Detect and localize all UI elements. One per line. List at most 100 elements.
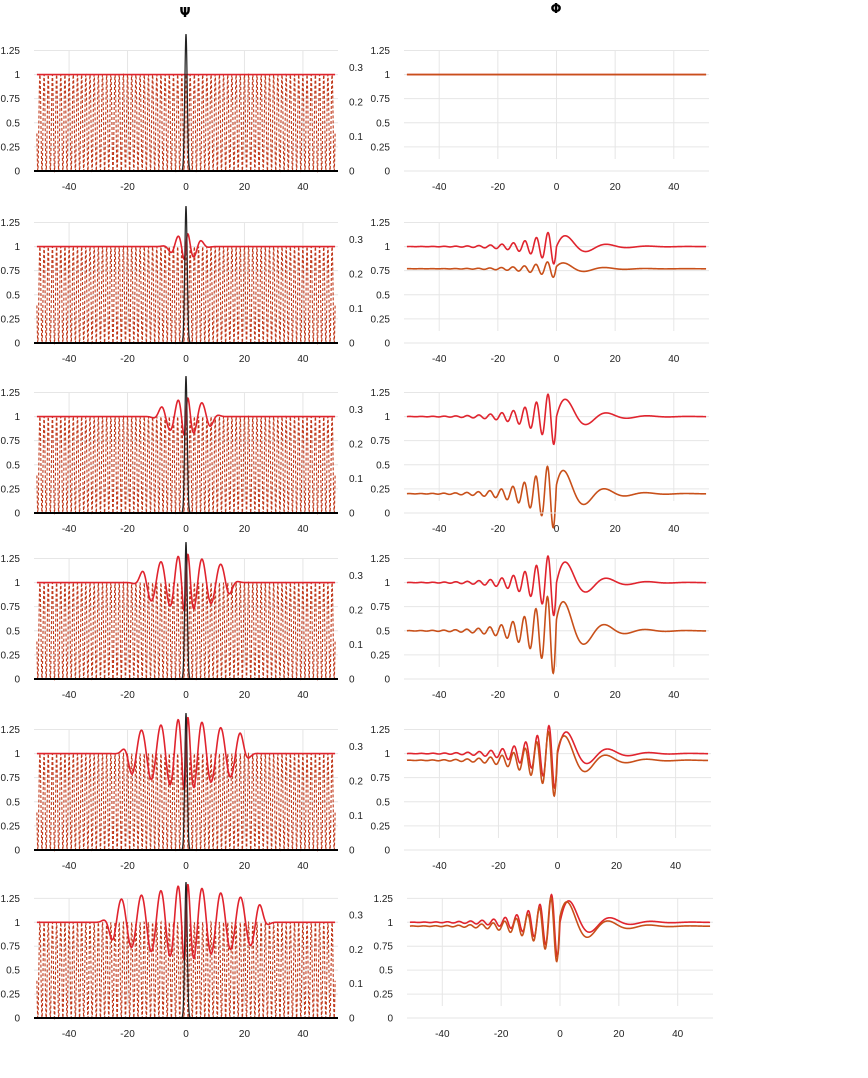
psi-y-tick-label: 1.25 xyxy=(1,46,21,57)
phi-x-tick-label: 0 xyxy=(554,524,560,535)
psi-y2-tick-label: 0.2 xyxy=(349,439,363,450)
psi-y-tick-label: 0.5 xyxy=(6,966,20,977)
psi-x-tick-label: 20 xyxy=(239,1029,251,1040)
phi-series-2-line xyxy=(406,595,707,675)
phi-x-tick-label: -20 xyxy=(494,1029,509,1040)
phi-panel-1: -40 -20 0 20 40 0 0.25 0.5 0.75 1 1.25 xyxy=(371,218,709,365)
phi-x-tick-label: 40 xyxy=(668,354,680,365)
psi-y2-tick-label: 0.1 xyxy=(349,640,363,651)
phi-y-tick-label: 0.25 xyxy=(371,821,391,832)
phi-x-tick-label: -40 xyxy=(432,182,447,193)
psi-y2-tick-label: 0.3 xyxy=(349,235,363,246)
phi-y-tick-label: 0.5 xyxy=(376,290,390,301)
psi-y-tick-label: 0 xyxy=(14,167,20,178)
psi-x-tick-label: 0 xyxy=(183,1029,189,1040)
psi-y-tick-label: 0.75 xyxy=(1,266,21,277)
psi-envelope-line xyxy=(36,716,336,791)
psi-y-tick-label: 0.25 xyxy=(1,990,21,1001)
phi-x-tick-label: 40 xyxy=(668,182,680,193)
psi-x-tick-label: -20 xyxy=(120,1029,135,1040)
psi-y-tick-label: 1 xyxy=(14,918,20,929)
phi-x-tick-label: -40 xyxy=(435,1029,450,1040)
psi-y2-tick-label: 0.2 xyxy=(349,945,363,956)
psi-y-tick-label: 1 xyxy=(14,242,20,253)
psi-y2-tick-label: 0 xyxy=(349,846,355,857)
psi-x-tick-label: 40 xyxy=(297,1029,309,1040)
phi-y-tick-label: 1 xyxy=(384,749,390,760)
phi-x-tick-label: 40 xyxy=(668,690,680,701)
psi-y-tick-label: 0.75 xyxy=(1,773,21,784)
psi-y-tick-label: 1.25 xyxy=(1,894,21,905)
psi-density-dashed-line xyxy=(36,920,336,1020)
phi-y-tick-label: 0 xyxy=(384,509,390,520)
psi-envelope-line xyxy=(36,883,336,961)
phi-y-tick-label: 0.25 xyxy=(371,314,391,325)
phi-x-tick-label: 20 xyxy=(610,182,622,193)
psi-x-tick-label: 20 xyxy=(239,182,251,193)
psi-panel-2: -40 -20 0 20 40 0 0.25 0.5 0.75 1 1.25 0 0.1 0.2 0.3 xyxy=(1,375,363,535)
psi-y-tick-label: 0.5 xyxy=(6,460,20,471)
phi-x-tick-label: 0 xyxy=(555,861,561,872)
phi-series-2-line xyxy=(406,730,709,798)
phi-column-title: Φ xyxy=(550,2,561,17)
psi-y-tick-label: 0.5 xyxy=(6,626,20,637)
psi-x-tick-label: 40 xyxy=(297,524,309,535)
psi-panel-1: -40 -20 0 20 40 0 0.25 0.5 0.75 1 1.25 0 0.1 0.2 0.3 xyxy=(1,205,363,365)
phi-y-tick-label: 0.5 xyxy=(376,118,390,129)
psi-y-tick-label: 0 xyxy=(14,339,20,350)
psi-y-tick-label: 1.25 xyxy=(1,725,21,736)
psi-y2-tick-label: 0.1 xyxy=(349,474,363,485)
phi-y-tick-label: 0.25 xyxy=(371,484,391,495)
phi-series-2-line xyxy=(406,465,707,529)
psi-y2-tick-label: 0.2 xyxy=(349,97,363,108)
psi-density-dashed-line xyxy=(36,752,336,853)
phi-y-tick-label: 0.75 xyxy=(374,942,394,953)
psi-y-tick-label: 0.5 xyxy=(6,290,20,301)
psi-y2-tick-label: 0.3 xyxy=(349,63,363,74)
psi-y2-tick-label: 0.1 xyxy=(349,811,363,822)
psi-y-tick-label: 0.25 xyxy=(1,142,21,153)
psi-x-tick-label: -20 xyxy=(120,861,135,872)
phi-panel-4: -40 -20 0 20 40 0 0.25 0.5 0.75 1 1.25 xyxy=(371,724,711,872)
phi-y-tick-label: 0.75 xyxy=(371,773,391,784)
psi-y2-tick-label: 0.2 xyxy=(349,269,363,280)
phi-x-tick-label: -40 xyxy=(432,524,447,535)
psi-x-tick-label: 0 xyxy=(183,354,189,365)
psi-x-tick-label: 0 xyxy=(183,861,189,872)
psi-y2-tick-label: 0.3 xyxy=(349,571,363,582)
phi-y-tick-label: 0 xyxy=(387,1014,393,1025)
phi-y-tick-label: 0.25 xyxy=(371,650,391,661)
psi-x-tick-label: -40 xyxy=(62,861,77,872)
phi-y-tick-label: 0.5 xyxy=(379,966,393,977)
phi-x-tick-label: 20 xyxy=(613,1029,625,1040)
phi-y-tick-label: 0.75 xyxy=(371,602,391,613)
psi-y-tick-label: 0.5 xyxy=(6,797,20,808)
psi-y-tick-label: 0.75 xyxy=(1,942,21,953)
phi-x-tick-label: -20 xyxy=(491,861,506,872)
psi-y-tick-label: 0.75 xyxy=(1,602,21,613)
psi-y2-tick-label: 0.2 xyxy=(349,776,363,787)
phi-x-tick-label: -40 xyxy=(432,354,447,365)
psi-y2-tick-label: 0.2 xyxy=(349,605,363,616)
phi-y-tick-label: 0.5 xyxy=(376,626,390,637)
phi-y-tick-label: 1 xyxy=(384,242,390,253)
psi-y-tick-label: 0.25 xyxy=(1,821,21,832)
psi-density-dashed-line xyxy=(36,415,336,516)
psi-y-tick-label: 0 xyxy=(14,675,20,686)
psi-y2-tick-label: 0.3 xyxy=(349,911,363,922)
phi-y-tick-label: 0.75 xyxy=(371,94,391,105)
phi-series-2-line xyxy=(409,896,711,963)
phi-y-tick-label: 1 xyxy=(384,412,390,423)
psi-y-tick-label: 0.5 xyxy=(6,118,20,129)
phi-x-tick-label: 40 xyxy=(672,1029,684,1040)
psi-y-tick-label: 0.75 xyxy=(1,94,21,105)
phi-x-tick-label: 0 xyxy=(554,690,560,701)
psi-x-tick-label: -40 xyxy=(62,524,77,535)
phi-y-tick-label: 0 xyxy=(384,675,390,686)
psi-y-tick-label: 1.25 xyxy=(1,218,21,229)
phi-y-tick-label: 1.25 xyxy=(374,894,394,905)
phi-y-tick-label: 0.5 xyxy=(376,797,390,808)
psi-y-tick-label: 1 xyxy=(14,749,20,760)
phi-panel-2: -40 -20 0 20 40 0 0.25 0.5 0.75 1 1.25 xyxy=(371,388,709,535)
psi-x-tick-label: 20 xyxy=(239,690,251,701)
